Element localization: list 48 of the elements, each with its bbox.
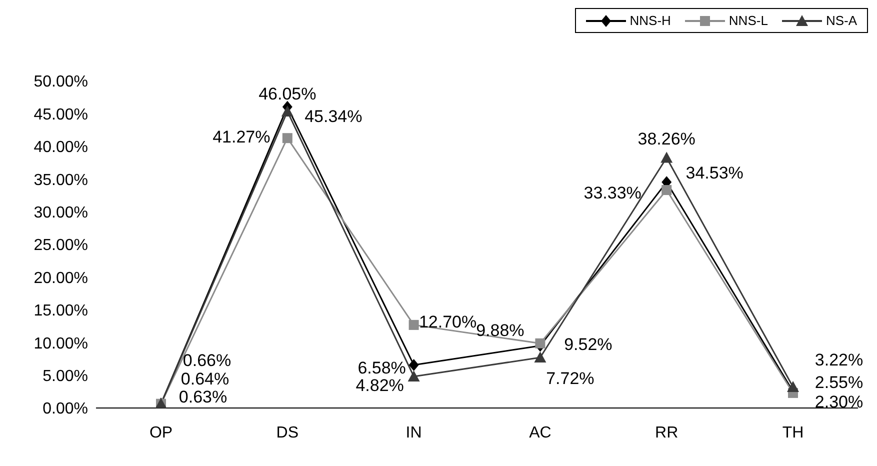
data-label: 41.27% <box>212 128 270 147</box>
data-label: 34.53% <box>686 164 744 183</box>
point <box>281 105 294 116</box>
data-label: 3.22% <box>814 350 864 370</box>
data-label: 45.34% <box>304 106 362 126</box>
point <box>660 152 673 163</box>
data-label: 7.72% <box>546 368 594 388</box>
legend-label: NS-A <box>826 13 857 28</box>
y-tick-label: 20.00% <box>34 270 88 287</box>
data-label: 4.82% <box>356 376 404 395</box>
data-label: 33.33% <box>584 184 642 203</box>
data-label: 12.70% <box>418 312 477 332</box>
data-label: 46.05% <box>258 84 316 104</box>
data-label: 2.30% <box>814 392 864 412</box>
data-label: 0.66% <box>182 351 232 370</box>
data-label: 6.58% <box>358 358 406 378</box>
x-tick-label: OP <box>149 424 173 442</box>
y-tick-label: 5.00% <box>42 368 88 385</box>
point <box>408 320 419 330</box>
x-tick-label: IN <box>406 424 422 442</box>
y-tick-label: 15.00% <box>34 302 88 320</box>
x-tick-label: DS <box>276 424 299 442</box>
x-tick-label: RR <box>655 424 678 442</box>
y-tick-label: 40.00% <box>34 139 88 156</box>
point <box>408 358 419 371</box>
point <box>662 185 672 196</box>
y-tick-label: 0.00% <box>42 400 88 418</box>
y-tick-label: 50.00% <box>34 74 88 91</box>
y-tick-label: 10.00% <box>34 335 88 352</box>
point <box>282 133 292 144</box>
legend-label: NNS-L <box>728 13 768 28</box>
y-tick-label: 30.00% <box>34 204 88 222</box>
y-tick-label: 45.00% <box>34 106 88 124</box>
point <box>408 370 420 382</box>
data-label: 0.64% <box>180 369 230 388</box>
x-tick-label: AC <box>529 424 552 442</box>
data-label: 9.52% <box>564 335 612 354</box>
point <box>787 380 799 392</box>
y-tick-label: 35.00% <box>34 172 88 189</box>
legend-label: NNS-H <box>630 13 671 28</box>
y-tick-label: 25.00% <box>34 237 88 254</box>
data-label: 0.63% <box>178 387 228 406</box>
data-label: 9.88% <box>476 320 524 340</box>
data-label: 2.55% <box>814 372 864 392</box>
point <box>535 338 546 348</box>
x-tick-label: TH <box>782 424 804 442</box>
data-label: 38.26% <box>638 129 696 148</box>
point <box>534 352 546 363</box>
